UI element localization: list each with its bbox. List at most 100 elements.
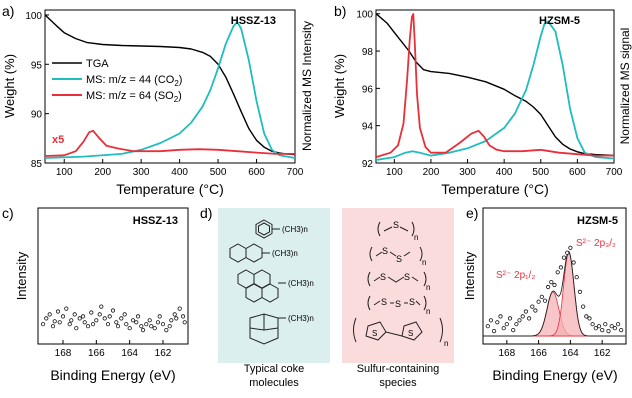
panel-c: c) 168 166 164 162 HSSZ-13 Intensity Bindin… [2,205,189,383]
coke-label-4: (CH3)n [288,314,314,323]
xps-data-point [523,309,529,314]
benzene-structure [255,219,280,239]
panel-e-badge: HZSM-5 [577,215,618,227]
x-tick-label: 100 [386,167,403,178]
x-tick-label: 700 [287,167,304,178]
panel-b-badge: HZSM-5 [539,15,580,27]
x-tick-label: 200 [94,167,111,178]
xps-data-point [577,289,583,294]
xps-data-point [50,324,56,329]
xps-data-point [77,316,82,321]
xps-data-point [542,298,548,303]
xps-data-point [147,318,152,323]
y-tick-label: 92 [362,159,374,170]
sulfur-atom-6: S [381,297,387,307]
peak-label-2p1-2: S²⁻ 2p₁/₂ [496,270,535,281]
xps-data-point [568,245,573,250]
x-tick-label: 100 [56,167,73,178]
xps-data-point [114,320,119,325]
xps-data-point [587,316,592,321]
adamantane-structure [249,313,286,345]
panel-a-x-ticks: 100 200 300 400 500 600 700 [56,159,304,178]
panel-e-xlabel: Binding Energy (eV) [492,367,617,383]
y-tick-label: 94 [362,122,374,133]
xps-data-point [520,314,525,319]
xps-data-point [545,284,551,290]
xps-data-point [115,324,121,329]
sulfur-caption-line-1: Sulfur-containing [357,363,440,375]
xps-data-point [85,324,91,329]
xps-data-point [72,312,77,317]
xps-data-point [52,319,57,324]
xps-data-point [526,316,532,321]
xps-data-point [155,320,161,325]
xps-data-point [580,304,586,309]
legend-so2-label: MS: m/z = 64 (SO2) [86,90,182,104]
panel-a: a) 100 200 300 400 500 600 700 85 90 95 100 HSSZ-… [2,3,314,197]
x-tick-label: 166 [530,348,547,359]
x-tick-label: 400 [171,167,188,178]
panel-a-series [44,14,296,159]
x-tick-label: 162 [155,348,172,359]
sulfur-n-3: n [426,283,430,292]
panel-b-xlabel: Temperature (°C) [441,181,549,197]
coke-label-3: (CH3)n [288,279,314,288]
xps-data-point [169,318,174,323]
xps-data-point [139,324,144,329]
xps-data-point [530,304,535,309]
thiophene-s-1: S [372,329,377,338]
y-tick-label: 96 [362,84,374,95]
xps-data-point [606,328,611,334]
xps-data-point [119,316,124,321]
xps-data-point [172,312,177,317]
panel-e-letter: e) [466,205,478,221]
panel-b-series [375,13,615,161]
y-tick-label: 100 [25,11,42,22]
panel-a-y2label: Normalized MS Intensity [300,21,314,151]
co2-ms-line [44,21,296,159]
x-tick-label: 600 [569,167,586,178]
xps-data-point [533,308,538,313]
xps-data-point [615,322,621,327]
panel-a-letter: a) [2,3,14,19]
y-tick-label: 85 [31,159,43,170]
panel-e-ylabel: Intensity [462,251,477,300]
so2-ms-line [44,129,295,157]
sulfur-atom-2: S [382,246,388,256]
xps-data-point [90,322,96,327]
xps-data-point [485,324,490,329]
xps-data-point [74,326,79,331]
panel-b-plot-frame [375,9,615,164]
sulfur-atom-1: S [393,220,399,230]
xps-data-point [157,314,162,319]
xps-data-point [149,324,154,329]
sulfur-atom-4: S [380,272,386,282]
xps-data-point [552,282,557,288]
sulfur-caption-line-2: species [379,377,417,389]
sulfur-n-2: n [422,258,426,267]
panel-b: b) 100 200 300 400 500 600 700 92 94 96 98 100 HZS… [332,3,632,197]
xps-data-point [110,308,116,313]
xps-data-point [64,306,69,311]
xps-data-point [105,322,111,327]
so2-ms-line [375,13,614,158]
xps-data-point [517,318,522,323]
xps-data-point [152,326,157,331]
x-tick-label: 162 [594,348,611,359]
panel-e-x-ticks: 168 166 164 162 [498,340,611,359]
panel-c-letter: c) [2,205,14,221]
x-tick-label: 166 [88,348,105,359]
xps-data-point [596,324,602,329]
xps-data-point [571,260,576,265]
y-tick-label: 98 [362,47,374,58]
x-tick-label: 168 [498,348,515,359]
coke-label-2: (CH3)n [272,249,298,258]
xps-data-point [44,316,49,321]
xps-data-point [488,318,493,323]
xps-data-point [69,318,74,323]
panel-d-letter: d) [200,205,212,221]
x-tick-label: 500 [532,167,549,178]
xps-data-point [40,322,46,327]
xps-data-point [501,326,506,331]
x-tick-label: 300 [459,167,476,178]
